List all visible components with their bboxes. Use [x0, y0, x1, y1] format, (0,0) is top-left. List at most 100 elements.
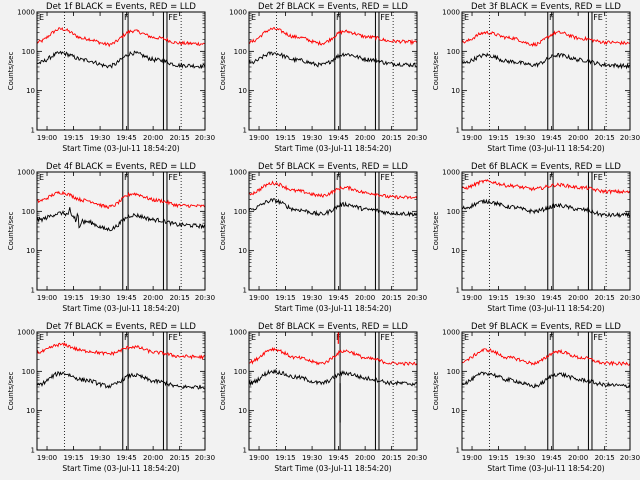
y-tick-label: 100	[22, 48, 35, 56]
plot-frame	[461, 331, 631, 451]
flag-label: FE	[380, 13, 390, 22]
y-tick-label: 1000	[229, 9, 247, 17]
y-axis-label: Counts/sec	[7, 52, 15, 91]
y-axis-label: Counts/sec	[7, 212, 15, 251]
flag-label: E	[251, 13, 256, 22]
x-tick-label: 19:30	[515, 454, 535, 462]
y-tick-label: 100	[234, 368, 247, 376]
y-axis-label: Counts/sec	[219, 372, 227, 411]
x-tick-label: 19:45	[542, 294, 562, 302]
lld-series-line	[248, 26, 418, 47]
flag-label: FE	[168, 173, 178, 182]
x-tick-label: 20:15	[595, 294, 615, 302]
x-tick-label: 19:15	[488, 454, 508, 462]
lld-series-line	[36, 26, 206, 48]
x-tick-label: 19:45	[329, 134, 349, 142]
y-tick-label: 1000	[229, 329, 247, 337]
events-series-line	[248, 51, 418, 68]
x-tick-label: 20:00	[568, 294, 588, 302]
panel-det-3: Det 3f BLACK = Events, RED = LLD Counts/s…	[432, 2, 640, 153]
x-tick-label: 20:30	[407, 134, 427, 142]
x-tick-label: 20:00	[568, 134, 588, 142]
plot-frame	[461, 171, 631, 291]
y-tick-label: 1	[243, 127, 247, 135]
y-tick-label: 10	[26, 247, 35, 255]
y-axis-label: Counts/sec	[219, 52, 227, 91]
x-tick-label: 20:15	[382, 294, 402, 302]
y-tick-label: 100	[447, 368, 460, 376]
y-tick-label: 10	[26, 87, 35, 95]
x-tick-label: 19:00	[37, 134, 57, 142]
flag-label: E	[464, 333, 469, 342]
lld-series-line	[248, 346, 418, 366]
panel-det-8: Det 8f BLACK = Events, RED = LLD Counts/s…	[219, 322, 427, 473]
events-series-line	[36, 50, 206, 70]
x-tick-label: 20:00	[143, 294, 163, 302]
x-tick-label: 19:30	[302, 294, 322, 302]
x-axis-label: Start Time (03-Jul-11 18:54:20)	[62, 144, 179, 153]
x-tick-label: 19:45	[329, 454, 349, 462]
y-tick-label: 100	[22, 208, 35, 216]
y-tick-label: 10	[451, 247, 460, 255]
flag-label: E	[39, 333, 44, 342]
panel-det-7: Det 7f BLACK = Events, RED = LLD Counts/s…	[7, 322, 215, 473]
panel-title: Det 5f BLACK = Events, RED = LLD	[258, 162, 408, 172]
x-axis-label: Start Time (03-Jul-11 18:54:20)	[62, 304, 179, 313]
y-tick-label: 10	[26, 407, 35, 415]
x-tick-label: 19:15	[275, 294, 295, 302]
events-series-line	[36, 370, 206, 390]
x-tick-label: 19:30	[90, 454, 110, 462]
y-axis-label: Counts/sec	[432, 372, 440, 411]
y-tick-label: 10	[238, 87, 247, 95]
flag-label: E	[39, 173, 44, 182]
events-series-line	[461, 52, 631, 70]
flag-label: F	[124, 173, 129, 182]
lld-series-line	[461, 30, 631, 47]
flag-label: FE	[593, 13, 603, 22]
plot-frame	[36, 331, 206, 451]
lld-series-line	[461, 348, 631, 367]
flag-label: E	[251, 173, 256, 182]
y-tick-label: 10	[238, 407, 247, 415]
y-axis-label: Counts/sec	[219, 212, 227, 251]
y-tick-label: 100	[234, 208, 247, 216]
x-tick-label: 20:15	[595, 454, 615, 462]
x-tick-label: 20:15	[170, 134, 190, 142]
x-tick-label: 19:15	[63, 454, 83, 462]
y-tick-label: 100	[447, 208, 460, 216]
panel-det-9: Det 9f BLACK = Events, RED = LLD Counts/s…	[432, 322, 640, 473]
flag-label: F	[549, 333, 554, 342]
plot-frame	[36, 171, 206, 291]
x-tick-label: 19:00	[249, 294, 269, 302]
x-axis-label: Start Time (03-Jul-11 18:54:20)	[487, 144, 604, 153]
x-tick-label: 20:30	[195, 294, 215, 302]
plot-frame	[248, 331, 418, 451]
flag-label: FE	[168, 13, 178, 22]
y-tick-label: 1000	[229, 169, 247, 177]
y-tick-label: 1000	[442, 169, 460, 177]
panel-title: Det 9f BLACK = Events, RED = LLD	[471, 322, 621, 332]
events-series-line	[461, 371, 631, 389]
x-tick-label: 19:30	[90, 294, 110, 302]
x-axis-label: Start Time (03-Jul-11 18:54:20)	[62, 464, 179, 473]
y-tick-label: 1	[31, 447, 35, 455]
x-tick-label: 19:45	[542, 454, 562, 462]
x-axis-label: Start Time (03-Jul-11 18:54:20)	[487, 464, 604, 473]
x-tick-label: 20:30	[195, 454, 215, 462]
lld-series-line	[36, 190, 206, 210]
panel-title: Det 3f BLACK = Events, RED = LLD	[471, 2, 621, 12]
x-tick-label: 20:15	[170, 294, 190, 302]
x-tick-label: 19:30	[90, 134, 110, 142]
flag-label: F	[124, 333, 129, 342]
lld-series-line	[248, 180, 418, 200]
x-tick-label: 19:45	[117, 454, 137, 462]
x-tick-label: 19:30	[515, 294, 535, 302]
lld-series-line	[36, 342, 206, 361]
y-tick-label: 1	[31, 127, 35, 135]
x-tick-label: 19:45	[117, 294, 137, 302]
x-axis-label: Start Time (03-Jul-11 18:54:20)	[487, 304, 604, 313]
y-axis-label: Counts/sec	[7, 372, 15, 411]
panel-title: Det 7f BLACK = Events, RED = LLD	[46, 322, 196, 332]
